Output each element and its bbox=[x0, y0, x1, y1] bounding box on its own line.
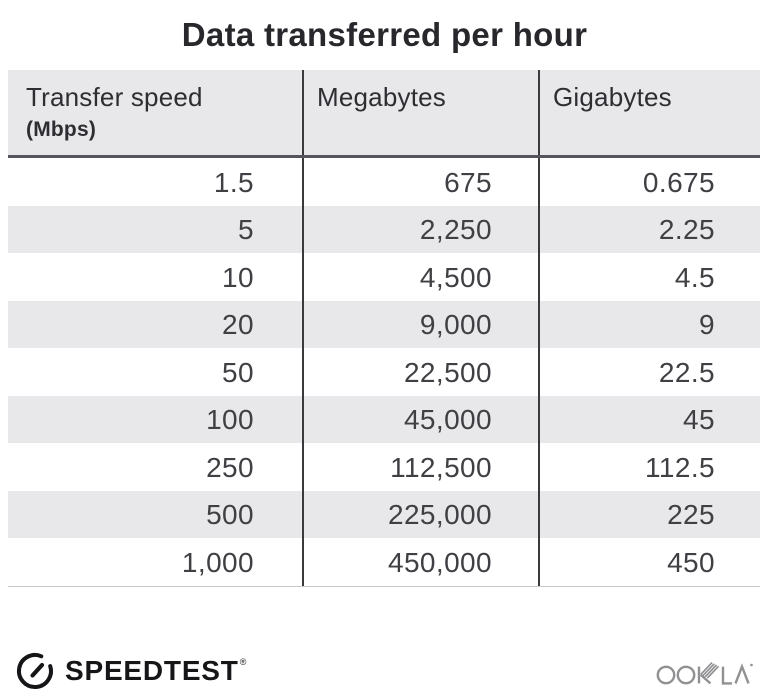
ookla-logo bbox=[655, 654, 757, 688]
table-body: 1.5 675 0.675 5 2,250 2.25 10 4,500 4.5 20 9,000 9 5… bbox=[8, 158, 760, 587]
table-cell: 9 bbox=[538, 300, 760, 348]
header-label: Megabytes bbox=[317, 82, 446, 112]
table-cell: 450 bbox=[538, 538, 760, 586]
table-cell: 225 bbox=[538, 490, 760, 538]
footer: SPEEDTEST ® bbox=[14, 648, 757, 694]
table-header-row: Transfer speed (Mbps) Megabytes Gigabyte… bbox=[8, 70, 760, 158]
header-transfer-speed: Transfer speed (Mbps) bbox=[8, 70, 302, 155]
table-cell: 4.5 bbox=[538, 253, 760, 301]
table-cell: 22.5 bbox=[538, 348, 760, 396]
table-cell: 450,000 bbox=[302, 538, 538, 586]
table-row: 20 9,000 9 bbox=[8, 300, 760, 348]
table-row: 500 225,000 225 bbox=[8, 490, 760, 538]
speedtest-gauge-icon bbox=[16, 653, 53, 689]
table-cell: 45,000 bbox=[302, 395, 538, 443]
table-cell: 45 bbox=[538, 395, 760, 443]
table-row: 250 112,500 112.5 bbox=[8, 443, 760, 491]
table-cell: 225,000 bbox=[302, 490, 538, 538]
speedtest-logo: SPEEDTEST ® bbox=[14, 650, 246, 692]
table-cell: 112.5 bbox=[538, 443, 760, 491]
table-cell: 22,500 bbox=[302, 348, 538, 396]
header-label: Gigabytes bbox=[553, 82, 672, 112]
page-title: Data transferred per hour bbox=[181, 16, 588, 53]
table-cell: 10 bbox=[222, 261, 254, 293]
table-cell: 100 bbox=[206, 404, 254, 436]
table-cell: 1,000 bbox=[181, 546, 254, 578]
table-row: 5 2,250 2.25 bbox=[8, 205, 760, 253]
header-megabytes: Megabytes bbox=[302, 70, 538, 155]
header-label: Transfer speed bbox=[26, 82, 203, 112]
header-sublabel-mbps: (Mbps) bbox=[26, 118, 97, 141]
table-cell: 0.675 bbox=[538, 158, 760, 206]
registered-trademark-icon: ® bbox=[239, 657, 247, 667]
table-cell: 2.25 bbox=[538, 205, 760, 253]
speedtest-wordmark: SPEEDTEST bbox=[65, 655, 239, 686]
data-table: Transfer speed (Mbps) Megabytes Gigabyte… bbox=[8, 70, 760, 587]
table-row: 10 4,500 4.5 bbox=[8, 253, 760, 301]
table-cell: 500 bbox=[206, 499, 254, 531]
table-row: 50 22,500 22.5 bbox=[8, 348, 760, 396]
table-row: 1,000 450,000 450 bbox=[8, 538, 760, 586]
table-cell: 4,500 bbox=[302, 253, 538, 301]
table-cell: 250 bbox=[206, 451, 254, 483]
table-cell: 675 bbox=[302, 158, 538, 206]
table-row: 1.5 675 0.675 bbox=[8, 158, 760, 206]
table-row: 100 45,000 45 bbox=[8, 395, 760, 443]
table-cell: 112,500 bbox=[302, 443, 538, 491]
trademark-dot bbox=[750, 663, 753, 667]
table-cell: 5 bbox=[238, 214, 254, 246]
table-cell: 20 bbox=[222, 309, 254, 341]
header-gigabytes: Gigabytes bbox=[538, 70, 760, 155]
ookla-wordmark-icon bbox=[656, 662, 753, 685]
table-cell: 2,250 bbox=[302, 205, 538, 253]
table-cell: 9,000 bbox=[302, 300, 538, 348]
table-cell: 50 bbox=[222, 356, 254, 388]
table-cell: 1.5 bbox=[213, 166, 254, 198]
